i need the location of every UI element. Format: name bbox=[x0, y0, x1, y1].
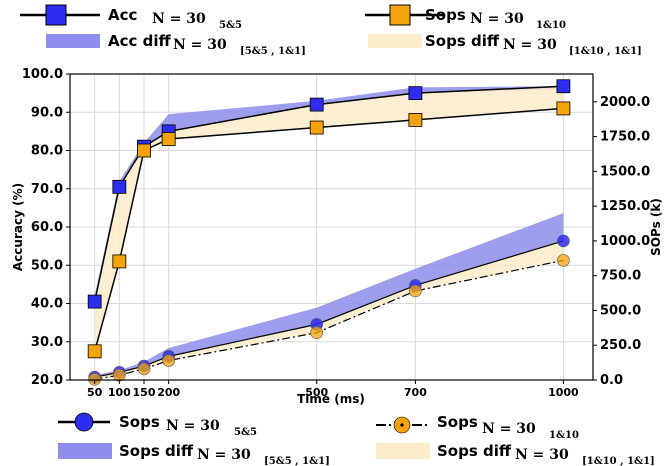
legend-sub-acc-diff: [5&5 , 1&1] bbox=[240, 46, 306, 57]
legend-swatch-sops-diff-top bbox=[368, 34, 422, 48]
legend-sub-acc: 5&5 bbox=[219, 20, 242, 31]
legend-label-sops-top: Sops bbox=[425, 6, 466, 24]
legend-label-acc-diff: Acc diff bbox=[108, 32, 171, 50]
x-tick-label-1: 100 bbox=[108, 386, 131, 399]
x-tick-label-6: 1000 bbox=[548, 386, 579, 399]
legend-bottom: Sops N = 30 5&5 Sops N = 30 1&10 Sops di… bbox=[58, 412, 655, 466]
x-tick-label-0: 50 bbox=[87, 386, 103, 399]
legend-n-sops-diff-top: N = 30 bbox=[503, 37, 557, 53]
legend-marker-dot bbox=[400, 423, 404, 427]
y-left-tick-label-7: 90.0 bbox=[31, 105, 63, 120]
y-left-tick-label-4: 60.0 bbox=[31, 220, 63, 235]
marker-s0-p0 bbox=[87, 294, 102, 309]
marker-s1-p0 bbox=[87, 344, 102, 359]
y-right-tick-label-5: 1250.0 bbox=[600, 199, 650, 214]
y-right-tick-label-3: 750.0 bbox=[600, 269, 641, 284]
marker-s1-p5 bbox=[408, 113, 423, 127]
y-right-tick-label-6: 1500.0 bbox=[600, 164, 650, 179]
legend-item-sops-diff-5-5: Sops diff N = 30 [5&5 , 1&1] bbox=[58, 442, 330, 466]
legend-label-sops-diff-1-10: Sops diff bbox=[437, 442, 512, 460]
marker-s1-p1 bbox=[112, 254, 127, 269]
legend-label-sops-5-5: Sops bbox=[119, 413, 160, 431]
legend-marker-acc bbox=[45, 4, 67, 26]
marker-s3-p3 bbox=[162, 354, 175, 367]
y-left-tick-label-0: 20.0 bbox=[31, 373, 63, 388]
legend-n-sops-top: N = 30 bbox=[470, 11, 524, 27]
y-axis-right-label: SOPs (k) bbox=[649, 198, 663, 256]
marker-s1-p4 bbox=[309, 120, 324, 135]
x-tick-label-4: 500 bbox=[305, 386, 328, 399]
legend-sub-sops-5-5: 5&5 bbox=[234, 427, 257, 438]
y-right-tick-label-7: 1750.0 bbox=[600, 130, 650, 145]
legend-n-sops-diff-1-10: N = 30 bbox=[515, 447, 569, 463]
legend-item-sops-1-10-bottom: Sops N = 30 1&10 bbox=[376, 413, 579, 441]
marker-s3-p4 bbox=[310, 326, 323, 340]
legend-sub-sops-diff-top: [1&10 , 1&1] bbox=[569, 46, 642, 57]
marker-s2-p6 bbox=[557, 234, 570, 248]
y-right-tick-label-2: 500.0 bbox=[600, 303, 641, 318]
legend-sub-sops-1-10-bottom: 1&10 bbox=[549, 430, 579, 441]
legend-item-sops-1-10: Sops N = 30 1&10 bbox=[365, 4, 566, 31]
legend-sub-sops-diff-5-5: [5&5 , 1&1] bbox=[264, 456, 330, 466]
marker-s0-p6 bbox=[556, 79, 571, 94]
x-axis-label: Time (ms) bbox=[297, 392, 365, 406]
legend-n-sops-diff-5-5: N = 30 bbox=[197, 447, 251, 463]
marker-s3-p2 bbox=[137, 362, 151, 376]
legend-swatch-sops-diff-1-10 bbox=[376, 443, 430, 459]
y-left-tick-label-3: 50.0 bbox=[31, 258, 63, 273]
legend-n-acc: N = 30 bbox=[152, 11, 206, 27]
legend-sub-sops-top: 1&10 bbox=[536, 20, 566, 31]
legend-sub-sops-diff-1-10: [1&10 , 1&1] bbox=[582, 456, 655, 466]
legend-label-sops-diff-top: Sops diff bbox=[425, 32, 500, 50]
legend-swatch-acc-diff bbox=[46, 34, 100, 48]
series-markers bbox=[87, 79, 571, 386]
legend-marker-sops-5-5 bbox=[74, 412, 94, 432]
legend-label-sops-diff-5-5: Sops diff bbox=[119, 442, 194, 460]
marker-s0-p1 bbox=[112, 179, 127, 194]
x-tick-label-2: 150 bbox=[133, 386, 156, 399]
y-right-tick-label-1: 250.0 bbox=[600, 338, 641, 353]
y-left-tick-label-8: 100.0 bbox=[22, 67, 63, 82]
y-left-tick-label-1: 30.0 bbox=[31, 335, 63, 350]
marker-s3-p6 bbox=[557, 254, 570, 267]
legend-n-sops-1-10-bottom: N = 30 bbox=[482, 421, 536, 437]
y-left-tick-label-5: 70.0 bbox=[31, 182, 63, 197]
y-axis-left-label: Accuracy (%) bbox=[11, 183, 25, 271]
marker-s1-p2 bbox=[137, 143, 151, 158]
legend-label-acc: Acc bbox=[108, 6, 137, 24]
marker-s3-p0 bbox=[88, 373, 101, 386]
marker-s3-p1 bbox=[113, 368, 126, 382]
y-axis-right-ticks: 0.0 250.0 500.0 750.0 1000.0 1250.0 1500.0 1750… bbox=[593, 95, 650, 388]
y-right-tick-label-4: 1000.0 bbox=[600, 234, 650, 249]
legend-item-sops-5-5: Sops N = 30 5&5 bbox=[58, 412, 257, 438]
legend-item-sops-diff-top: Sops diff N = 30 [1&10 , 1&1] bbox=[368, 32, 642, 57]
y-axis-left-ticks: 20.0 30.0 40.0 50.0 60.0 70.0 80.0 90.0 100.0 bbox=[22, 67, 70, 388]
y-left-tick-label-6: 80.0 bbox=[31, 144, 63, 159]
marker-s1-p3 bbox=[161, 132, 176, 146]
legend-top: Acc N = 30 5&5 Sops N = 30 1&10 Acc diff… bbox=[20, 4, 642, 57]
marker-s0-p5 bbox=[408, 86, 423, 101]
legend-item-acc: Acc N = 30 5&5 bbox=[20, 4, 242, 31]
y-left-tick-label-2: 40.0 bbox=[31, 297, 63, 312]
legend-label-sops-1-10-bottom: Sops bbox=[437, 413, 478, 431]
marker-s0-p4 bbox=[309, 97, 324, 112]
legend-n-acc-diff: N = 30 bbox=[173, 37, 227, 53]
marker-s1-p6 bbox=[556, 101, 571, 116]
x-axis-ticks: 50 100 150 200 500 700 1000 bbox=[87, 380, 579, 399]
x-tick-label-3: 200 bbox=[157, 386, 180, 399]
y-right-tick-label-8: 2000.0 bbox=[600, 95, 650, 110]
legend-n-sops-5-5: N = 30 bbox=[166, 418, 220, 434]
legend-item-acc-diff: Acc diff N = 30 [5&5 , 1&1] bbox=[46, 32, 306, 57]
legend-marker-sops-top bbox=[389, 4, 411, 26]
legend-swatch-sops-diff-5-5 bbox=[58, 443, 112, 459]
plot-area: 20.0 30.0 40.0 50.0 60.0 70.0 80.0 90.0 100.0 0.… bbox=[11, 67, 663, 406]
y-right-tick-label-0: 0.0 bbox=[600, 373, 623, 388]
x-tick-label-5: 700 bbox=[404, 386, 427, 399]
legend-item-sops-diff-1-10: Sops diff N = 30 [1&10 , 1&1] bbox=[376, 442, 655, 466]
marker-s3-p5 bbox=[409, 284, 422, 298]
